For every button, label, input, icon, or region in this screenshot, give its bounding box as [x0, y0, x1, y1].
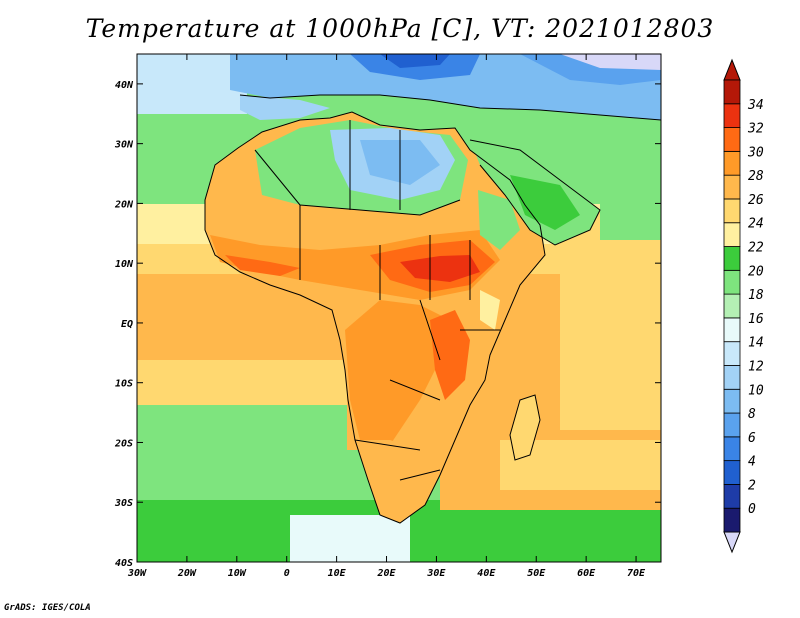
colorbar-swatch: [723, 127, 741, 152]
colorbar-swatch: [723, 436, 741, 462]
temperature-field: [137, 54, 661, 562]
lon-tick-label: 70E: [627, 568, 646, 579]
lon-tick-label: 30E: [426, 568, 446, 579]
colorbar-under-arrow: [723, 531, 741, 554]
colorbar-label: 4: [748, 455, 756, 470]
colorbar-label: 16: [748, 312, 764, 327]
lat-tick-label: 20N: [114, 199, 134, 210]
lat-tick-label: 20S: [114, 438, 133, 449]
colorbar-label: 32: [747, 122, 764, 137]
lat-tick-label: 30S: [114, 498, 133, 509]
colorbar-label: 8: [748, 407, 756, 422]
colorbar-label: 20: [748, 264, 764, 279]
grads-credit: GrADS: IGES/COLA: [4, 603, 91, 613]
colorbar-swatch: [723, 269, 741, 295]
lat-tick-label: 40S: [115, 558, 133, 569]
colorbar-swatch: [723, 150, 741, 176]
colorbar-swatch: [723, 388, 741, 414]
colorbar-swatch: [723, 246, 741, 271]
map-frame: [136, 53, 662, 563]
colorbar-swatch: [723, 103, 741, 128]
colorbar-swatch: [723, 341, 741, 366]
colorbar-swatch: [723, 79, 741, 105]
longitude-axis: 30W 20W 10W 0 10E 20E 30E 40E 50E 60E 70E: [127, 54, 646, 579]
lat-tick-label: 30N: [114, 140, 134, 151]
lon-tick-label: 60E: [577, 568, 596, 579]
colorbar-label: 0: [748, 502, 756, 517]
lat-tick-label: 40N: [115, 80, 134, 91]
colorbar-label: 26: [748, 193, 764, 208]
latitude-axis: 40S 30S 20S 10S EQ 10N 20N 30N 40N: [114, 80, 661, 569]
colorbar-swatch: [723, 317, 741, 343]
lon-tick-label: 40E: [477, 568, 496, 579]
colorbar-label: 14: [748, 336, 764, 351]
coastline-layer: [204, 94, 661, 524]
lon-tick-label: 20W: [177, 568, 197, 579]
colorbar-label: 24: [748, 217, 764, 232]
colorbar-swatch: [723, 174, 741, 200]
map-title: Temperature at 1000hPa [C], VT: 20210128…: [85, 14, 715, 43]
lon-tick-label: 0: [284, 568, 290, 579]
colorbar-label: 10: [748, 383, 764, 398]
lat-tick-label: 10S: [115, 379, 133, 390]
lon-tick-label: 50E: [527, 568, 546, 579]
colorbar-label: 30: [747, 145, 764, 160]
lon-tick-label: 10E: [328, 568, 347, 579]
colorbar-swatch: [723, 365, 741, 390]
colorbar-label: 28: [748, 169, 764, 184]
colorbar-swatch: [723, 412, 741, 438]
lat-tick-label: EQ: [121, 319, 133, 330]
colorbar-label: 22: [748, 241, 764, 256]
lon-tick-label: 30W: [127, 568, 147, 579]
colorbar-label: 12: [748, 359, 764, 374]
colorbar-swatch: [723, 222, 741, 247]
lon-tick-label: 10W: [228, 568, 247, 579]
colorbar-swatch: [723, 198, 741, 224]
colorbar-swatch: [723, 293, 741, 319]
colorbar-swatch: [723, 460, 741, 485]
colorbar-label: 18: [748, 288, 764, 303]
colorbar-swatch: [723, 484, 741, 509]
lat-tick-label: 10N: [115, 259, 134, 270]
lon-tick-label: 20E: [376, 568, 396, 579]
colorbar-label: 34: [747, 98, 764, 113]
colorbar-over-arrow: [723, 58, 741, 81]
colorbar-swatch: [723, 507, 741, 533]
colorbar-label: 6: [748, 431, 756, 446]
colorbar-label: 2: [748, 478, 756, 493]
